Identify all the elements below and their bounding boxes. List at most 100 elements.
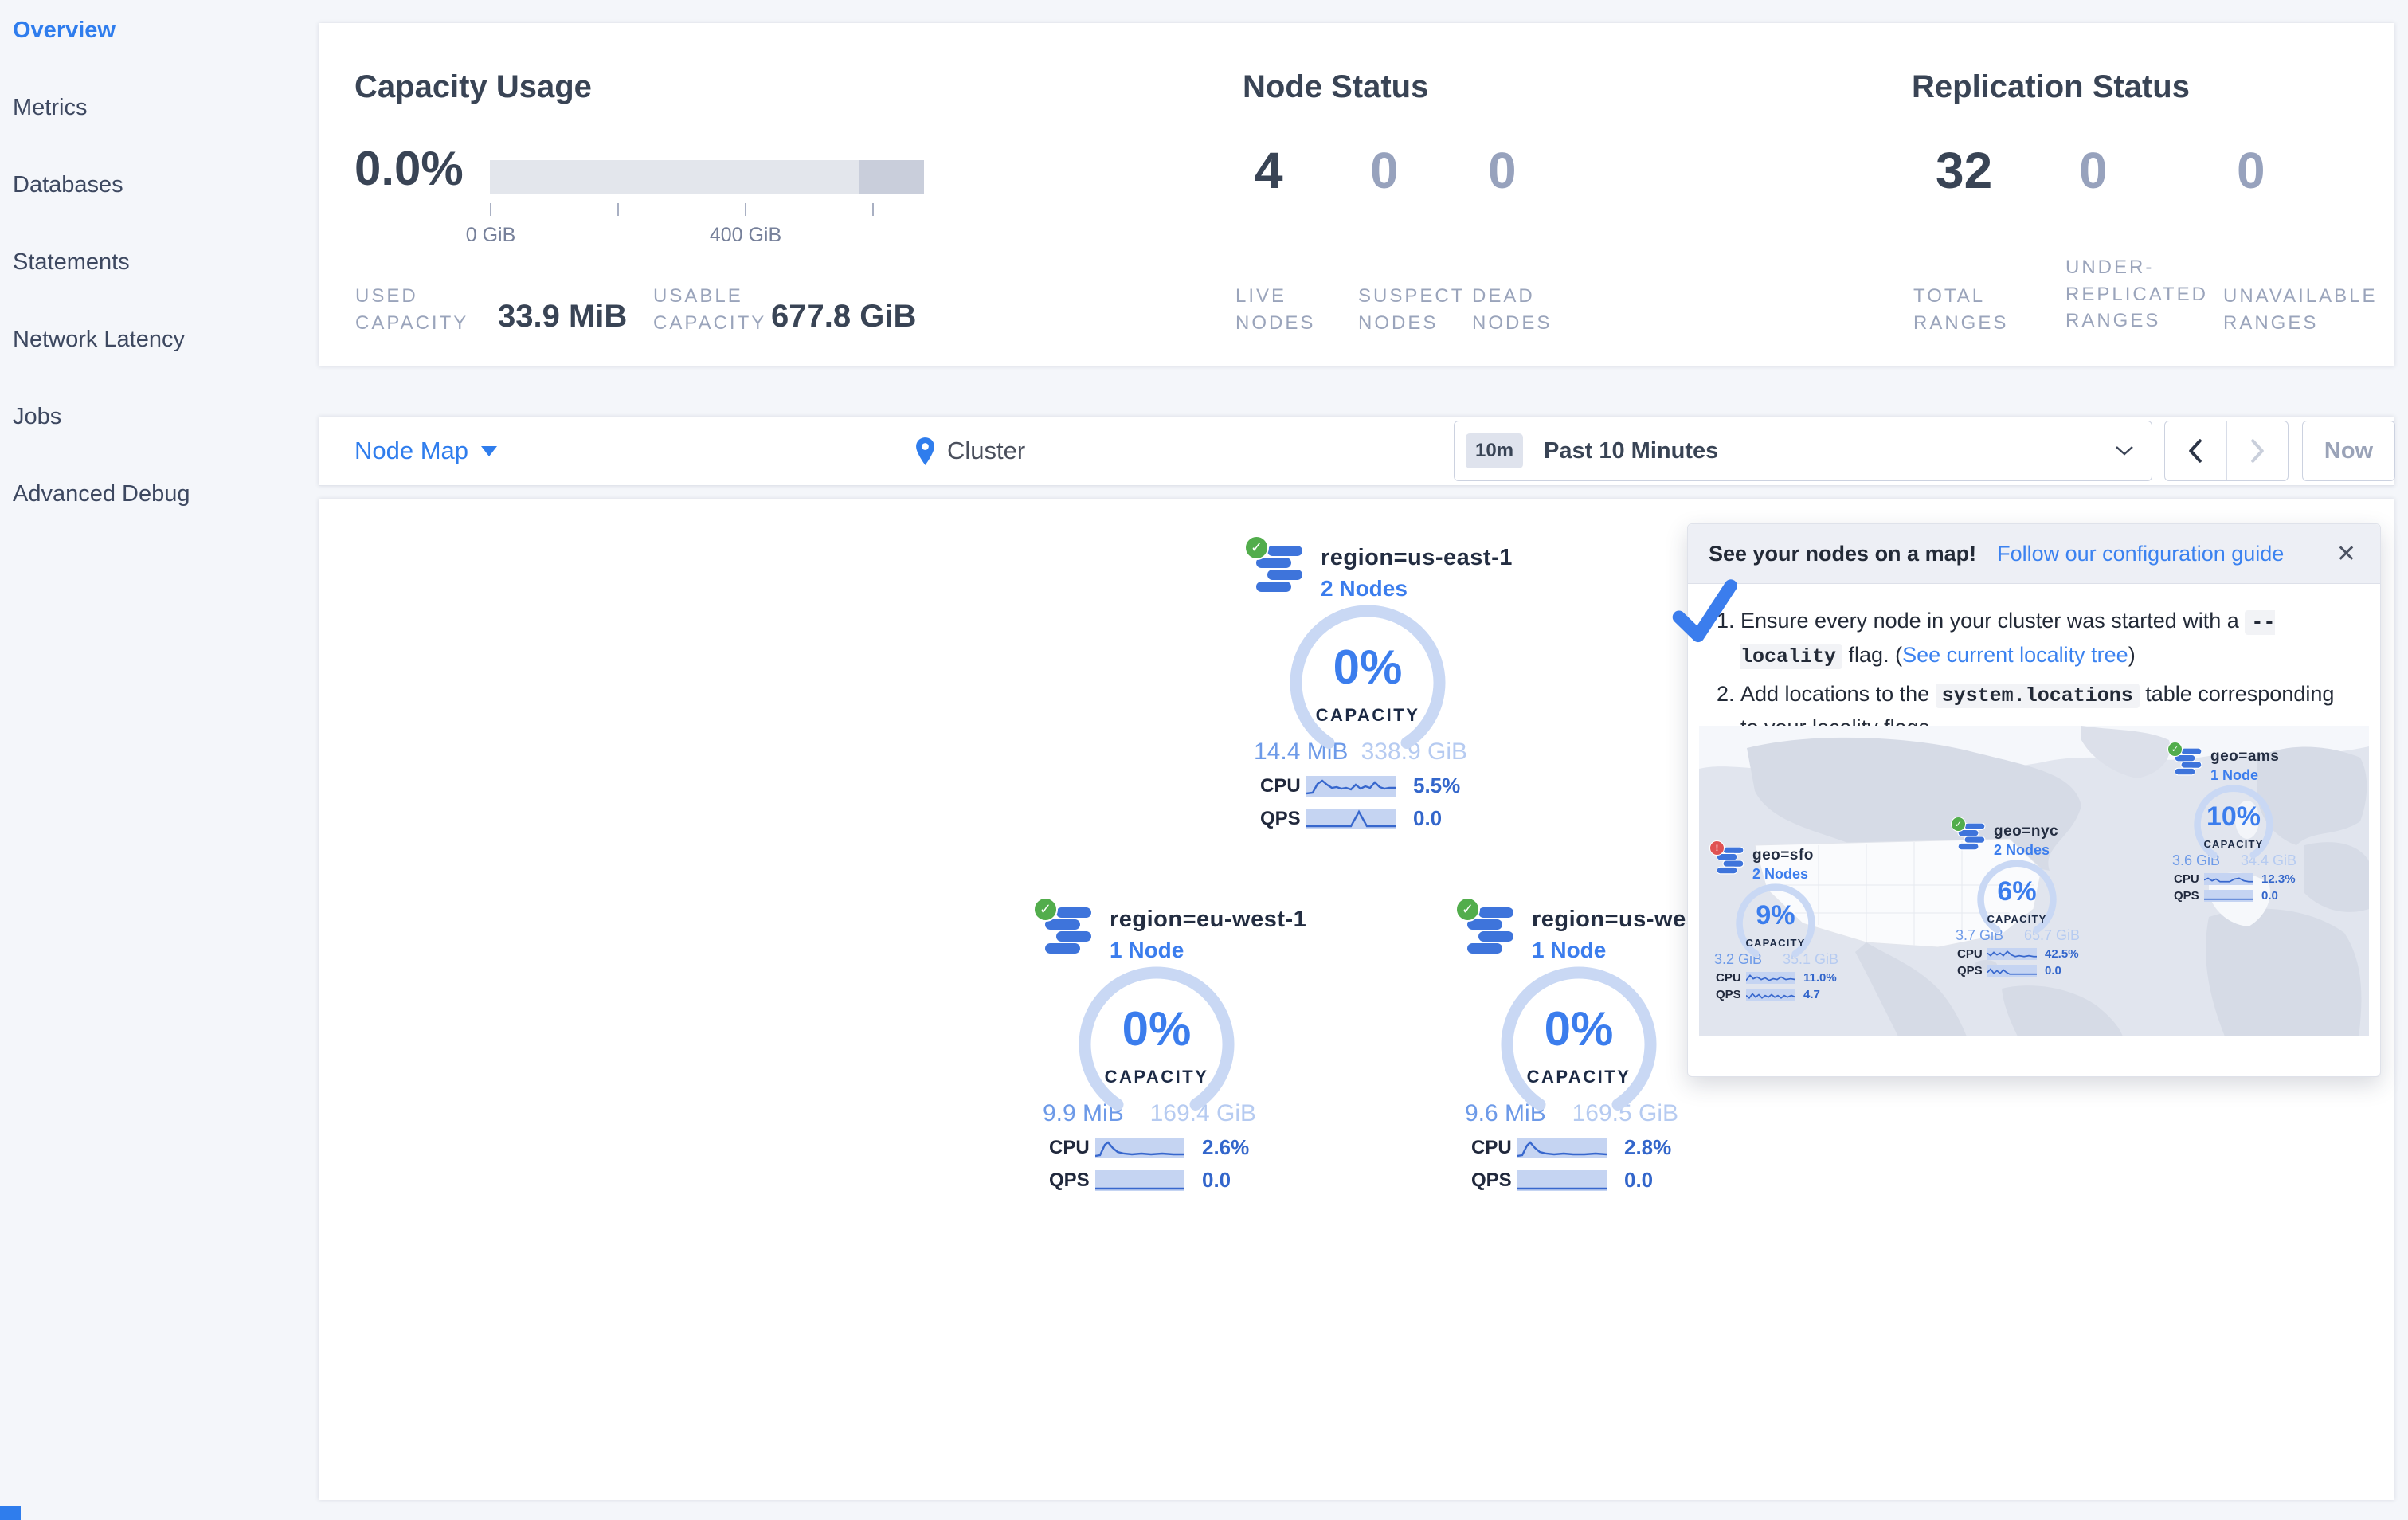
qps-label: QPS bbox=[1716, 987, 1741, 1001]
sidebar-item-overview[interactable]: Overview bbox=[13, 18, 116, 43]
healthy-check-badge: ✓ bbox=[1244, 535, 1269, 560]
setup-step-1: Ensure every node in your cluster was st… bbox=[1740, 605, 2356, 673]
time-range-label: Past 10 Minutes bbox=[1544, 437, 1719, 464]
capacity-label: CAPACITY bbox=[1526, 1067, 1631, 1087]
cpu-label: CPU bbox=[1260, 774, 1301, 797]
cpu-sparkline bbox=[1517, 1137, 1607, 1158]
node-map-setup-popup: See your nodes on a map! Follow our conf… bbox=[1672, 523, 2381, 1077]
capacity-percent: 0% bbox=[1122, 1002, 1192, 1056]
qps-row: QPS 0.0 bbox=[1957, 964, 2100, 977]
region-title: region=eu-west-1 bbox=[1110, 907, 1307, 932]
step-complete-check-icon bbox=[1672, 579, 1737, 643]
capacity-label: CAPACITY bbox=[1104, 1067, 1209, 1087]
configuration-guide-link[interactable]: Follow our configuration guide bbox=[1997, 541, 2285, 566]
database-stack-icon: ✓ bbox=[1455, 897, 1516, 958]
capacity-percent: 10% bbox=[2206, 801, 2261, 832]
axis-tick bbox=[617, 203, 619, 216]
capacity-gauge: 0% CAPACITY bbox=[1284, 605, 1451, 764]
close-icon[interactable]: ✕ bbox=[2336, 540, 2356, 567]
now-button[interactable]: Now bbox=[2302, 421, 2395, 481]
qps-sparkline bbox=[2204, 889, 2253, 902]
sidebar-item-metrics[interactable]: Metrics bbox=[13, 95, 88, 120]
step-text: ) bbox=[2128, 642, 2136, 667]
nodes-count-link: 2 Nodes bbox=[1994, 841, 2050, 858]
database-stack-icon: ✓ bbox=[1951, 817, 1986, 852]
healthy-check-badge: ✓ bbox=[2167, 742, 2183, 757]
qps-row: QPS 4.7 bbox=[1716, 988, 1858, 1001]
used-capacity: 3.2 GiB bbox=[1714, 950, 1763, 967]
cpu-row: CPU 5.5% bbox=[1260, 774, 1529, 798]
unavailable-ranges-label: UNAVAILABLE RANGES bbox=[2223, 285, 2378, 334]
nodes-count-link[interactable]: 1 Node bbox=[1110, 938, 1184, 963]
qps-sparkline bbox=[1306, 808, 1396, 829]
time-range-badge: 10m bbox=[1466, 433, 1524, 468]
healthy-check-badge: ✓ bbox=[1033, 897, 1058, 922]
healthy-check-badge: ✓ bbox=[1455, 897, 1480, 922]
unavailable-ranges-value: 0 bbox=[2237, 142, 2265, 199]
region-title: region=us-east-1 bbox=[1321, 545, 1513, 570]
capacity-gauge: 10% CAPACITY bbox=[2187, 784, 2281, 868]
cpu-row: CPU 2.8% bbox=[1471, 1135, 1740, 1160]
database-stack-icon: ! bbox=[1709, 840, 1744, 876]
cpu-label: CPU bbox=[1471, 1136, 1512, 1158]
capacity-usage-bar bbox=[490, 160, 924, 194]
capacity-gauge: 6% CAPACITY bbox=[1970, 859, 2064, 943]
cpu-value: 2.6% bbox=[1202, 1135, 1250, 1160]
dead-nodes-value: 0 bbox=[1488, 142, 1517, 199]
popup-header: See your nodes on a map! Follow our conf… bbox=[1688, 524, 2380, 584]
time-range-arrows bbox=[2164, 421, 2289, 481]
locality-tree-link[interactable]: See current locality tree bbox=[1902, 642, 2128, 667]
usable-capacity-value: 677.8 GiB bbox=[771, 299, 917, 334]
cpu-sparkline bbox=[2204, 872, 2253, 885]
cpu-label: CPU bbox=[1716, 970, 1741, 985]
capacity-percent: 0% bbox=[1333, 641, 1403, 695]
sidebar-item-statements[interactable]: Statements bbox=[13, 249, 130, 275]
qps-value: 4.7 bbox=[1803, 987, 1820, 1001]
time-range-prev-button[interactable] bbox=[2165, 421, 2226, 480]
view-selector-dropdown[interactable]: Node Map bbox=[354, 417, 498, 485]
region-node-us-east-1: ✓ region=us-east-1 2 Nodes 0% CAPACITY 1… bbox=[1243, 535, 1529, 831]
cpu-value: 5.5% bbox=[1413, 774, 1461, 798]
nodes-count-link[interactable]: 1 Node bbox=[1532, 938, 1607, 963]
replication-status-title: Replication Status bbox=[1912, 69, 2190, 104]
example-node-nyc: ✓ geo=nyc 2 Nodes 6% CAPACITY 3.7 GiB 65… bbox=[1951, 817, 2100, 977]
sidebar-item-jobs[interactable]: Jobs bbox=[13, 404, 62, 429]
cpu-value: 12.3% bbox=[2261, 872, 2296, 886]
cpu-value: 11.0% bbox=[1803, 970, 1837, 985]
cpu-label: CPU bbox=[2174, 872, 2199, 886]
warning-badge: ! bbox=[1709, 840, 1725, 856]
qps-row: QPS 0.0 bbox=[1260, 806, 1529, 831]
qps-sparkline bbox=[1746, 988, 1795, 1001]
nodes-count-link[interactable]: 2 Nodes bbox=[1321, 576, 1408, 601]
cpu-sparkline bbox=[1095, 1137, 1184, 1158]
axis-tick-label-400: 400 GiB bbox=[709, 224, 782, 246]
time-range-dropdown[interactable]: 10m Past 10 Minutes bbox=[1454, 421, 2152, 481]
breadcrumb-label: Cluster bbox=[947, 437, 1026, 464]
used-capacity-label: USED CAPACITY bbox=[355, 285, 469, 334]
map-toolbar: Node Map Cluster 10m Past 10 Minutes Now bbox=[319, 417, 2395, 486]
popup-body: Ensure every node in your cluster was st… bbox=[1672, 579, 2380, 745]
axis-tick bbox=[872, 203, 874, 216]
breadcrumb[interactable]: Cluster bbox=[914, 417, 1025, 485]
used-capacity: 3.6 GiB bbox=[2172, 852, 2221, 868]
time-range-next-button[interactable] bbox=[2226, 421, 2289, 480]
database-stack-icon: ✓ bbox=[2167, 742, 2202, 777]
capacity-label: CAPACITY bbox=[1315, 705, 1420, 726]
example-node-sfo: ! geo=sfo 2 Nodes 9% CAPACITY 3.2 GiB 35… bbox=[1709, 840, 1858, 1001]
qps-label: QPS bbox=[1957, 963, 1983, 977]
cpu-value: 2.8% bbox=[1624, 1135, 1672, 1160]
popup-title: See your nodes on a map! bbox=[1709, 541, 1977, 566]
total-ranges-label: TOTAL RANGES bbox=[1913, 285, 2009, 334]
sidebar-item-advanced-debug[interactable]: Advanced Debug bbox=[13, 481, 190, 507]
qps-row: QPS 0.0 bbox=[1049, 1168, 1318, 1193]
database-stack-icon: ✓ bbox=[1244, 535, 1305, 596]
cluster-summary-panel: Capacity Usage 0.0% 0 GiB 400 GiB USED C… bbox=[319, 23, 2394, 366]
sidebar-item-databases[interactable]: Databases bbox=[13, 172, 123, 198]
axis-tick bbox=[490, 203, 491, 216]
usable-capacity-label: USABLE CAPACITY bbox=[653, 285, 767, 334]
qps-label: QPS bbox=[1260, 807, 1301, 829]
sidebar-item-network-latency[interactable]: Network Latency bbox=[13, 327, 185, 352]
chevron-down-icon bbox=[481, 445, 498, 456]
capacity-percent: 0% bbox=[1544, 1002, 1614, 1056]
qps-label: QPS bbox=[2174, 888, 2199, 903]
